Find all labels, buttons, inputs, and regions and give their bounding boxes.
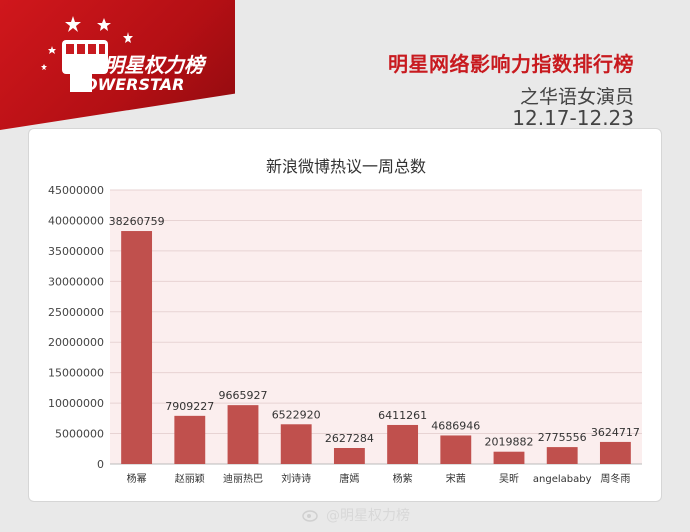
ranking-subtitle: 之华语女演员: [519, 86, 634, 108]
y-tick-label: 15000000: [48, 367, 104, 380]
y-tick-label: 5000000: [55, 428, 104, 441]
bar: [546, 447, 578, 464]
data-label: 2775556: [538, 431, 587, 444]
bar: [440, 435, 472, 464]
y-tick-label: 10000000: [48, 397, 104, 410]
star-icon: [65, 16, 81, 32]
star-icon: [48, 46, 56, 54]
x-tick-label: 刘诗诗: [281, 472, 311, 485]
x-tick-label: 赵丽颖: [175, 472, 205, 485]
star-icon: [97, 18, 111, 31]
x-tick-label: angelababy: [533, 474, 592, 485]
data-label: 7909227: [165, 400, 214, 413]
bar: [227, 405, 259, 464]
y-tick-label: 30000000: [48, 275, 104, 288]
data-label: 2627284: [325, 432, 374, 445]
y-axis-ticks: 0 5000000 10000000 15000000 20000000 25000000…: [48, 184, 104, 471]
bar: [493, 451, 525, 464]
weibo-icon: [302, 510, 318, 522]
chart-title: 新浪微博热议一周总数: [266, 157, 426, 176]
star-icon: [41, 64, 47, 70]
data-label: 6522920: [272, 408, 321, 421]
x-tick-label: 杨紫: [393, 472, 413, 485]
watermark: @明星权力榜: [302, 505, 410, 525]
data-label: 4686946: [431, 419, 480, 432]
fist-icon: [62, 40, 108, 92]
bar: [333, 448, 365, 464]
x-tick-label: 迪丽热巴: [223, 472, 263, 485]
y-tick-label: 45000000: [48, 184, 104, 197]
x-tick-label: 杨幂: [127, 472, 147, 485]
brand-logo: 明星权力榜 OWERSTAR: [41, 16, 207, 94]
watermark-text: @明星权力榜: [326, 508, 410, 524]
ranking-title: 明星网络影响力指数排行榜: [388, 52, 634, 76]
bar: [121, 231, 153, 464]
brand-wordmark: OWERSTAR: [84, 75, 184, 94]
y-tick-label: 40000000: [48, 214, 104, 227]
data-label: 6411261: [378, 409, 427, 422]
bar: [280, 424, 312, 464]
y-tick-label: 20000000: [48, 336, 104, 349]
x-tick-label: 宋茜: [446, 472, 466, 485]
value-labels: 38260759 7909227 9665927 6522920 2627284 6411…: [109, 215, 640, 449]
data-label: 38260759: [109, 215, 165, 228]
date-range: 12.17-12.23: [512, 106, 634, 130]
data-label: 3624717: [591, 426, 640, 439]
data-label: 2019882: [485, 436, 534, 449]
y-tick-label: 25000000: [48, 306, 104, 319]
y-tick-label: 0: [97, 458, 104, 471]
x-tick-label: 吴昕: [499, 473, 519, 485]
x-tick-label: 唐嫣: [339, 472, 359, 485]
x-tick-label: 周冬雨: [600, 472, 630, 485]
star-icon: [123, 32, 133, 43]
brand-name: 明星权力榜: [104, 53, 207, 77]
data-label: 9665927: [219, 389, 268, 402]
bar: [599, 441, 631, 464]
x-axis-labels: 杨幂 赵丽颖 迪丽热巴 刘诗诗 唐嫣 杨紫 宋茜 吴昕 angelababy 周冬雨: [127, 472, 631, 485]
y-tick-label: 35000000: [48, 245, 104, 258]
bar: [387, 424, 419, 464]
bar: [174, 415, 206, 464]
bars: [121, 231, 631, 464]
